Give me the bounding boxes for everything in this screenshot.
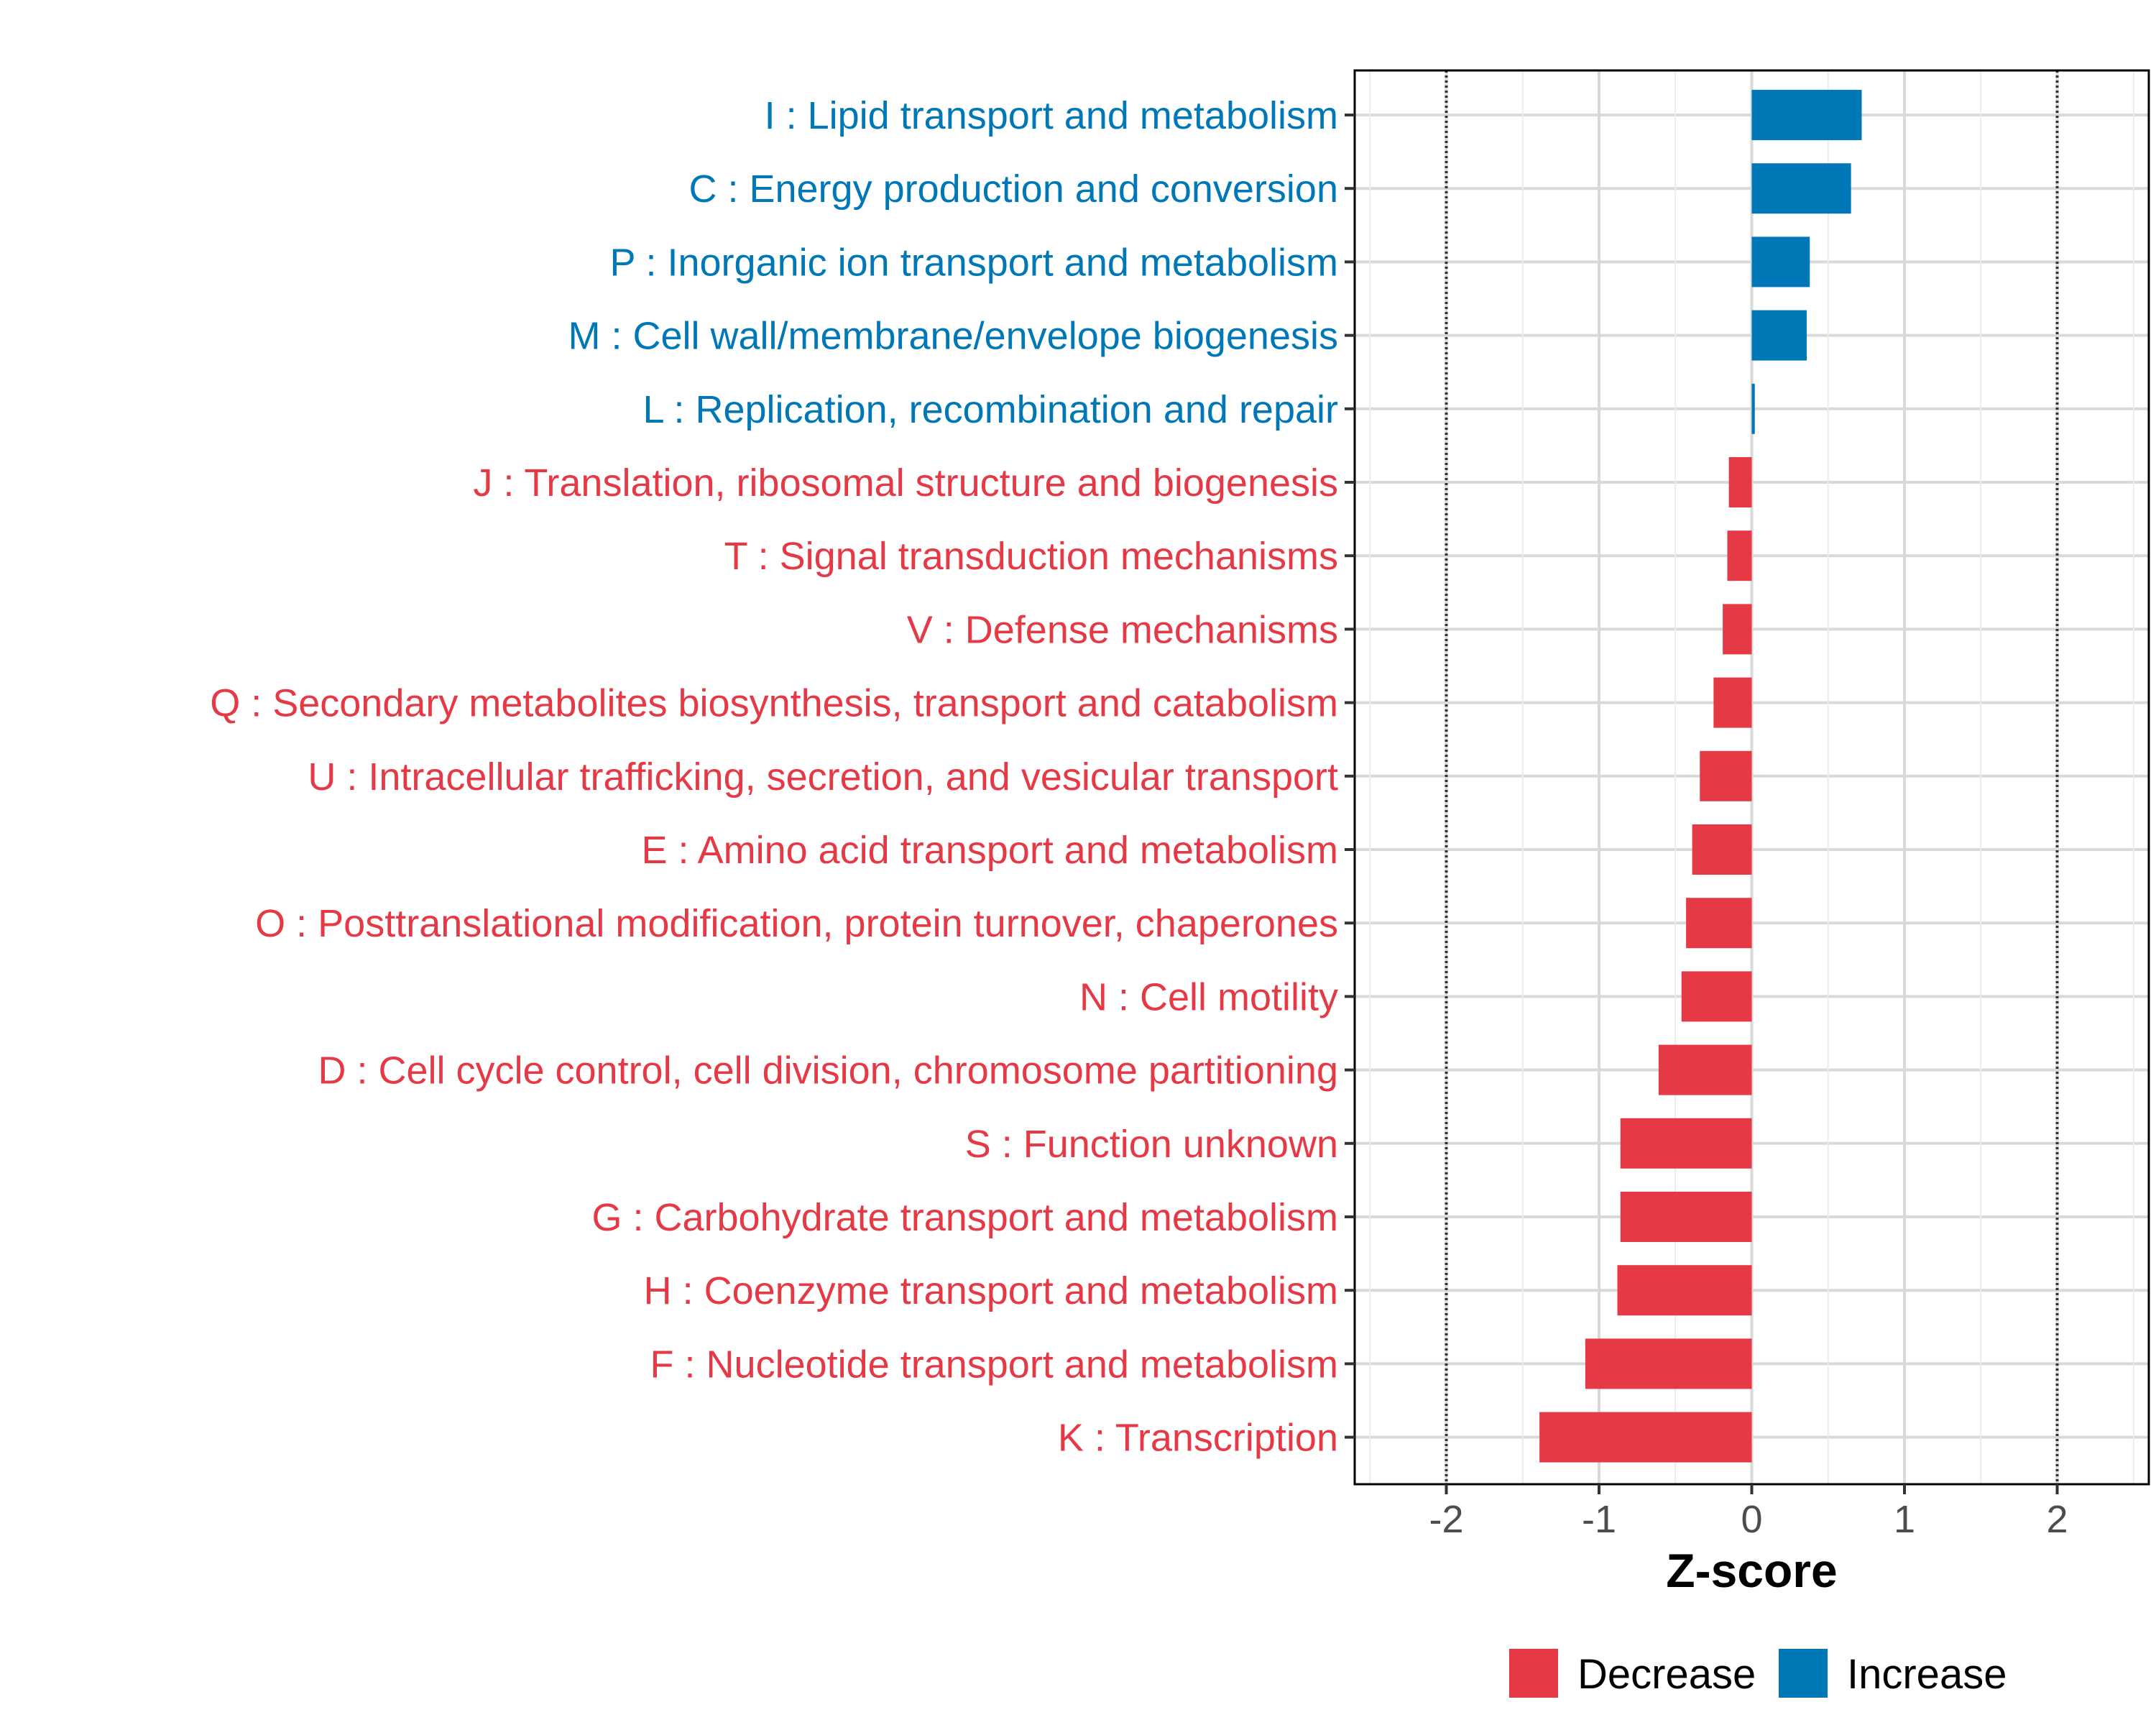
- bar-g: [1620, 1192, 1752, 1242]
- category-label: N : Cell motility: [1079, 975, 1338, 1018]
- category-label: G : Carbohydrate transport and metabolis…: [592, 1196, 1339, 1239]
- bar-p: [1751, 236, 1810, 288]
- category-label: H : Coenzyme transport and metabolism: [644, 1269, 1338, 1312]
- category-label: L : Replication, recombination and repai…: [642, 388, 1338, 431]
- x-axis-ticks: -2 -1 0 1 2: [1429, 1484, 2068, 1541]
- category-label: O : Posttranslational modification, prot…: [255, 902, 1338, 945]
- bar-d: [1658, 1044, 1752, 1095]
- bar-t: [1727, 530, 1752, 581]
- x-axis-title: Z-score: [1666, 1544, 1837, 1597]
- legend-label-increase: Increase: [1847, 1651, 2007, 1698]
- category-label: S : Function unknown: [965, 1123, 1338, 1166]
- bar-s: [1620, 1118, 1752, 1169]
- bar-i: [1751, 90, 1862, 140]
- bars: [1539, 90, 1862, 1463]
- reference-lines: [1445, 70, 2059, 1484]
- category-label: T : Signal transduction mechanisms: [724, 535, 1338, 578]
- bar-c: [1751, 163, 1851, 214]
- category-label: D : Cell cycle control, cell division, c…: [318, 1049, 1338, 1092]
- bar-u: [1700, 750, 1752, 801]
- category-label: U : Intracellular trafficking, secretion…: [308, 755, 1338, 799]
- legend-label-decrease: Decrease: [1577, 1651, 1756, 1698]
- x-tick-label: 2: [2046, 1498, 2068, 1541]
- bar-e: [1692, 824, 1752, 875]
- bar-f: [1585, 1338, 1752, 1389]
- bar-m: [1751, 310, 1807, 361]
- legend: Decrease Increase: [1509, 1649, 2007, 1698]
- bar-v: [1723, 604, 1752, 655]
- bar-q: [1713, 677, 1752, 728]
- bar-h: [1617, 1265, 1752, 1316]
- category-label: F : Nucleotide transport and metabolism: [650, 1343, 1338, 1386]
- category-label: K : Transcription: [1058, 1417, 1338, 1460]
- category-label: M : Cell wall/membrane/envelope biogenes…: [568, 315, 1338, 358]
- x-tick-label: 0: [1741, 1498, 1762, 1541]
- legend-swatch-increase: [1779, 1649, 1828, 1698]
- bar-o: [1686, 898, 1752, 949]
- category-label: Q : Secondary metabolites biosynthesis, …: [210, 682, 1338, 725]
- legend-swatch-decrease: [1509, 1649, 1558, 1698]
- y-axis-ticks: [1345, 114, 1355, 1439]
- bar-k: [1539, 1412, 1752, 1463]
- category-label: E : Amino acid transport and metabolism: [642, 829, 1338, 872]
- category-label: P : Inorganic ion transport and metaboli…: [609, 241, 1338, 284]
- x-tick-label: -1: [1582, 1498, 1616, 1541]
- x-tick-label: 1: [1894, 1498, 1915, 1541]
- bar-j: [1728, 457, 1752, 507]
- category-labels: I : Lipid transport and metabolism C : En…: [210, 94, 1338, 1460]
- bar-n: [1681, 971, 1752, 1022]
- x-tick-label: -2: [1429, 1498, 1463, 1541]
- category-label: I : Lipid transport and metabolism: [765, 94, 1338, 137]
- bar-l: [1751, 383, 1755, 434]
- category-label: C : Energy production and conversion: [688, 167, 1338, 211]
- category-label: J : Translation, ribosomal structure and…: [473, 461, 1338, 505]
- category-label: V : Defense mechanisms: [907, 608, 1338, 651]
